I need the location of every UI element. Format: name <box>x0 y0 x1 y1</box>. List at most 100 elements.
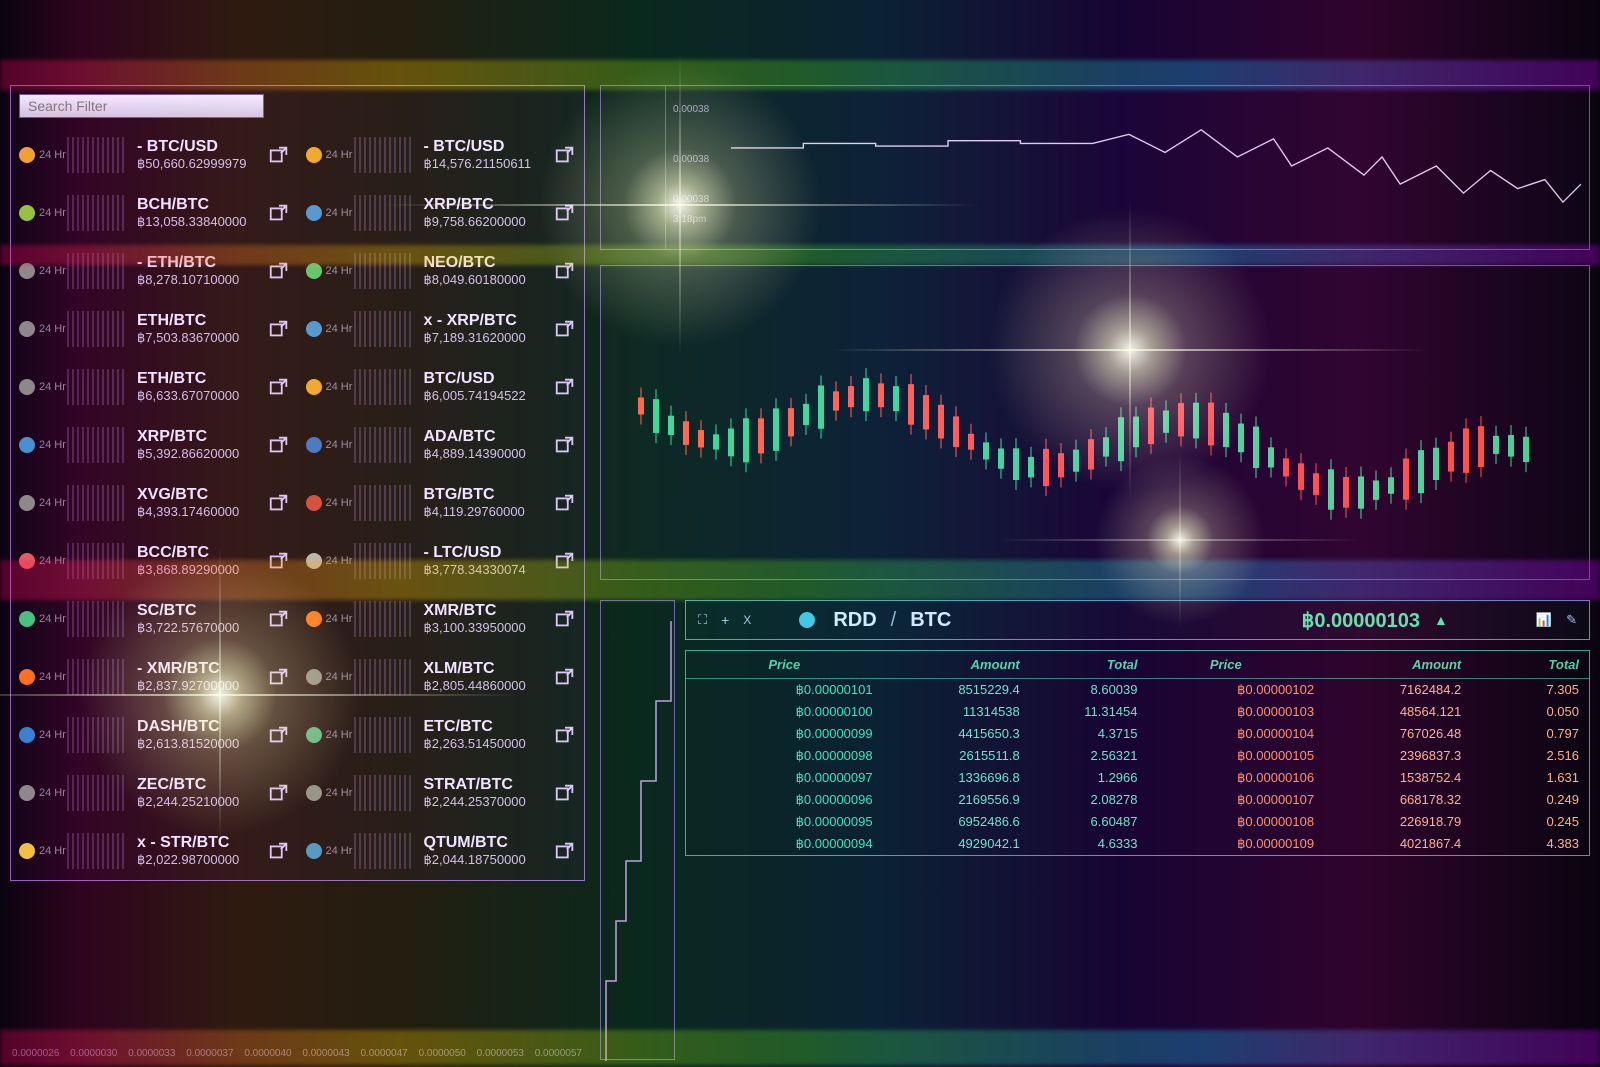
pair-symbol: NEO/BTC <box>424 254 549 272</box>
pair-volume: ฿14,576.21150611 <box>424 156 549 172</box>
close-icon[interactable]: X <box>743 613 751 627</box>
pair-volume: ฿3,868.89290000 <box>137 562 262 578</box>
market-row[interactable]: 24 HrBTC/USD฿6,005.74194522 <box>298 358 585 416</box>
expand-icon[interactable] <box>268 260 290 282</box>
coin-icon <box>19 611 35 627</box>
market-row[interactable]: 24 HrXRP/BTC฿5,392.86620000 <box>11 416 298 474</box>
bid-total: 1.2966 <box>1020 770 1138 786</box>
expand-icon[interactable] <box>554 492 576 514</box>
market-row[interactable]: 24 Hr- LTC/USD฿3,778.34330074 <box>298 532 585 590</box>
market-row[interactable]: 24 Hrx - STR/BTC฿2,022.98700000 <box>11 822 298 880</box>
pair-symbol: BTC/USD <box>424 370 549 388</box>
orderbook-row[interactable]: ฿0.000000956952486.66.60487฿0.0000010822… <box>686 811 1589 833</box>
price-line-chart: 0.00038 0.00038 0.00038 3:18pm <box>600 85 1590 250</box>
search-input[interactable] <box>19 94 264 118</box>
expand-icon[interactable] <box>268 840 290 862</box>
sparkline <box>354 311 414 347</box>
chart-icon[interactable]: 📊 <box>1536 612 1552 628</box>
timeframe-label: 24 Hr <box>39 439 67 451</box>
coin-icon <box>306 843 322 859</box>
orderbook-row[interactable]: ฿0.000000944929042.14.6333฿0.00000109402… <box>686 833 1589 855</box>
plus-icon[interactable]: + <box>721 612 729 628</box>
pair-symbol: BTG/BTC <box>424 486 549 504</box>
orderbook-row[interactable]: ฿0.000000982615511.82.56321฿0.0000010523… <box>686 745 1589 767</box>
ask-price: ฿0.00000107 <box>1138 792 1315 808</box>
expand-icon[interactable] <box>554 608 576 630</box>
pair-volume: ฿2,613.81520000 <box>137 736 262 752</box>
expand-icon[interactable] <box>554 202 576 224</box>
market-row[interactable]: 24 HrXMR/BTC฿3,100.33950000 <box>298 590 585 648</box>
expand-icon[interactable] <box>554 434 576 456</box>
expand-icon[interactable] <box>554 376 576 398</box>
pair-volume: ฿3,722.57670000 <box>137 620 262 636</box>
market-row[interactable]: 24 HrSTRAT/BTC฿2,244.25370000 <box>298 764 585 822</box>
orderbook-row[interactable]: ฿0.000001018515229.48.60039฿0.0000010271… <box>686 679 1589 701</box>
orderbook-row[interactable]: ฿0.000000971336696.81.2966฿0.00000106153… <box>686 767 1589 789</box>
market-row[interactable]: 24 HrETH/BTC฿6,633.67070000 <box>11 358 298 416</box>
pair-volume: ฿6,005.74194522 <box>424 388 549 404</box>
orderbook-row[interactable]: ฿0.000000994415650.34.3715฿0.00000104767… <box>686 723 1589 745</box>
market-row[interactable]: 24 HrBCC/BTC฿3,868.89290000 <box>11 532 298 590</box>
market-row[interactable]: 24 HrXVG/BTC฿4,393.17460000 <box>11 474 298 532</box>
pair-volume: ฿4,889.14390000 <box>424 446 549 462</box>
ask-total: 0.249 <box>1461 792 1579 808</box>
orderbook-row[interactable]: ฿0.000001001131453811.31454฿0.0000010348… <box>686 701 1589 723</box>
orderbook-header: Price Amount Total Price Amount Total <box>686 651 1589 679</box>
market-row[interactable]: 24 HrADA/BTC฿4,889.14390000 <box>298 416 585 474</box>
market-row[interactable]: 24 HrETC/BTC฿2,263.51450000 <box>298 706 585 764</box>
market-row[interactable]: 24 Hr- XMR/BTC฿2,837.92700000 <box>11 648 298 706</box>
market-row[interactable]: 24 Hr- BTC/USD฿14,576.21150611 <box>298 126 585 184</box>
expand-icon[interactable] <box>268 666 290 688</box>
axis-tick: 0.0000033 <box>128 1048 175 1059</box>
expand-icon[interactable] <box>554 144 576 166</box>
coin-icon <box>306 321 322 337</box>
market-row[interactable]: 24 HrXRP/BTC฿9,758.66200000 <box>298 184 585 242</box>
expand-icon[interactable] <box>268 202 290 224</box>
coin-icon <box>306 437 322 453</box>
expand-icon[interactable] <box>268 492 290 514</box>
market-row[interactable]: 24 Hr- ETH/BTC฿8,278.10710000 <box>11 242 298 300</box>
pair-symbol: DASH/BTC <box>137 718 262 736</box>
expand-icon[interactable] <box>268 144 290 166</box>
bid-total: 4.3715 <box>1020 726 1138 742</box>
expand-icon[interactable] <box>554 782 576 804</box>
timeframe-label: 24 Hr <box>326 787 354 799</box>
expand-icon[interactable] <box>554 550 576 572</box>
expand-icon[interactable] <box>268 782 290 804</box>
market-row[interactable]: 24 HrBTG/BTC฿4,119.29760000 <box>298 474 585 532</box>
orderbook-panel: ⛶ + X RDD / BTC ฿0.00000103 ▲ 📊 ✎ Price … <box>600 600 1590 1060</box>
timeframe-label: 24 Hr <box>39 207 67 219</box>
pair-symbol: XLM/BTC <box>424 660 549 678</box>
expand-icon[interactable]: ⛶ <box>698 612 707 628</box>
expand-icon[interactable] <box>554 318 576 340</box>
expand-icon[interactable] <box>554 666 576 688</box>
market-row[interactable]: 24 HrSC/BTC฿3,722.57670000 <box>11 590 298 648</box>
current-price: ฿0.00000103 <box>1302 608 1420 633</box>
timeframe-label: 24 Hr <box>326 671 354 683</box>
expand-icon[interactable] <box>268 724 290 746</box>
market-row[interactable]: 24 HrXLM/BTC฿2,805.44860000 <box>298 648 585 706</box>
expand-icon[interactable] <box>554 724 576 746</box>
market-row[interactable]: 24 HrZEC/BTC฿2,244.25210000 <box>11 764 298 822</box>
expand-icon[interactable] <box>554 840 576 862</box>
expand-icon[interactable] <box>268 434 290 456</box>
coin-icon <box>306 379 322 395</box>
market-row[interactable]: 24 HrETH/BTC฿7,503.83670000 <box>11 300 298 358</box>
expand-icon[interactable] <box>268 550 290 572</box>
expand-icon[interactable] <box>268 608 290 630</box>
expand-icon[interactable] <box>268 376 290 398</box>
market-row[interactable]: 24 Hr- BTC/USD฿50,660.62999979 <box>11 126 298 184</box>
market-row[interactable]: 24 Hrx - XRP/BTC฿7,189.31620000 <box>298 300 585 358</box>
timeframe-label: 24 Hr <box>39 787 67 799</box>
coin-icon <box>306 263 322 279</box>
coin-icon <box>306 205 322 221</box>
expand-icon[interactable] <box>268 318 290 340</box>
market-row[interactable]: 24 HrDASH/BTC฿2,613.81520000 <box>11 706 298 764</box>
market-row[interactable]: 24 HrBCH/BTC฿13,058.33840000 <box>11 184 298 242</box>
market-row[interactable]: 24 HrQTUM/BTC฿2,044.18750000 <box>298 822 585 880</box>
market-row[interactable]: 24 HrNEO/BTC฿8,049.60180000 <box>298 242 585 300</box>
orderbook-row[interactable]: ฿0.000000962169556.92.08278฿0.0000010766… <box>686 789 1589 811</box>
edit-icon[interactable]: ✎ <box>1566 612 1577 628</box>
coin-icon <box>19 437 35 453</box>
expand-icon[interactable] <box>554 260 576 282</box>
